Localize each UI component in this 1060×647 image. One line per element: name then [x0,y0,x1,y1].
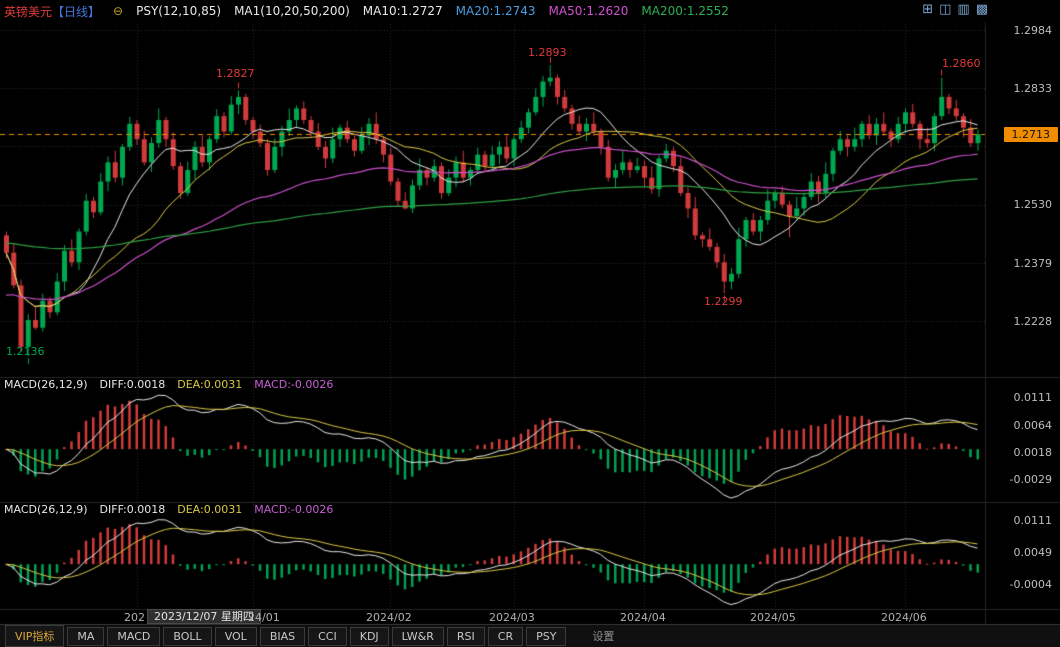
toolbar-item-vol[interactable]: VOL [214,626,257,646]
toolbar-item-bias[interactable]: BIAS [259,626,306,646]
macd-value: MACD:-0.0026 [254,378,334,391]
toolbar-item-boll[interactable]: BOLL [163,626,212,646]
layout-icons: ⊞ ◫ ▥ ▩ [922,2,988,17]
x-axis-label-month: 2024/02 [366,611,412,624]
toolbar-item-vip-indicators[interactable]: VIP指标 [5,625,65,647]
x-axis-label-month: 2024/06 [881,611,927,624]
current-price-tag: 1.2713 [1003,127,1058,142]
annotation-low-1-2299: 1.2299 [704,295,743,308]
price-axis-label: 1.2228 [1013,315,1053,328]
toolbar-item-cr[interactable]: CR [487,626,524,646]
ma-group-label: MA1(10,20,50,200) [234,4,350,18]
top-bar: 英镑美元【日线】 ⊖ PSY(12,10,85) MA1(10,20,50,20… [0,0,729,22]
indicator-toolbar: VIP指标 MA MACD BOLL VOL BIAS CCI KDJ LW&R… [0,624,1060,647]
toolbar-item-macd[interactable]: MACD [107,626,161,646]
symbol-name[interactable]: 英镑美元 [4,4,53,19]
toolbar-item-psy[interactable]: PSY [526,626,567,646]
annotation-high-1-2860: 1.2860 [942,57,981,70]
x-axis-label-clipped-jan: 24/01 [248,611,280,624]
price-axis-label: 1.2984 [1013,24,1053,37]
macd-title[interactable]: MACD(26,12,9) [4,503,88,516]
macd-panel-2-header: MACD(26,12,9) DIFF:0.0018 DEA:0.0031 MAC… [4,503,333,516]
toolbar-item-kdj[interactable]: KDJ [349,626,389,646]
annotation-high-1-2893: 1.2893 [528,46,567,59]
layout-rows-icon[interactable]: ▥ [957,2,970,17]
price-axis-label: 1.2833 [1013,82,1053,95]
macd1-axis-label: 0.0064 [1013,419,1053,432]
selected-date-box: 2023/12/07 星期四 [147,609,261,624]
ma200-value: MA200:1.2552 [641,4,729,18]
period-label[interactable]: 【日线】 [52,4,101,19]
macd1-axis-label: -0.0029 [1009,473,1052,486]
macd1-axis-label: 0.0018 [1013,446,1053,459]
macd-title[interactable]: MACD(26,12,9) [4,378,88,391]
x-axis-label-month: 2024/05 [750,611,796,624]
x-axis-label-clipped-dec: 202 [124,611,145,624]
macd2-axis-label: 0.0111 [1013,514,1053,527]
macd2-axis-label: 0.0049 [1013,546,1053,559]
annotation-low-1-2136: 1.2136 [6,345,45,358]
ma10-value: MA10:1.2727 [362,4,443,18]
annotation-high-1-2827: 1.2827 [216,67,255,80]
price-axis-label: 1.2530 [1013,198,1053,211]
x-axis-label-month: 2024/03 [489,611,535,624]
diff-value: DIFF:0.0018 [99,503,166,516]
toolbar-item-ma[interactable]: MA [67,626,105,646]
ma20-value: MA20:1.2743 [455,4,536,18]
macd1-axis-label: 0.0111 [1013,391,1053,404]
layout-dense-grid-icon[interactable]: ▩ [975,2,988,17]
layout-grid-icon[interactable]: ⊞ [922,2,934,17]
toolbar-item-lwr[interactable]: LW&R [391,626,444,646]
dea-value: DEA:0.0031 [177,378,243,391]
toolbar-item-cci[interactable]: CCI [308,626,347,646]
collapse-icon[interactable]: ⊖ [113,4,124,18]
macd-panel-1-header: MACD(26,12,9) DIFF:0.0018 DEA:0.0031 MAC… [4,378,333,391]
toolbar-item-rsi[interactable]: RSI [446,626,485,646]
symbol-title[interactable]: 英镑美元【日线】 [4,3,100,20]
diff-value: DIFF:0.0018 [99,378,166,391]
ma50-value: MA50:1.2620 [548,4,629,18]
price-axis-label: 1.2379 [1013,257,1053,270]
dea-value: DEA:0.0031 [177,503,243,516]
toolbar-settings-button[interactable]: 设置 [592,630,615,643]
x-axis-label-month: 2024/04 [620,611,666,624]
psy-indicator-label: PSY(12,10,85) [136,4,222,18]
macd2-axis-label: -0.0004 [1009,578,1052,591]
macd-value: MACD:-0.0026 [254,503,334,516]
layout-split-vertical-icon[interactable]: ◫ [939,2,952,17]
